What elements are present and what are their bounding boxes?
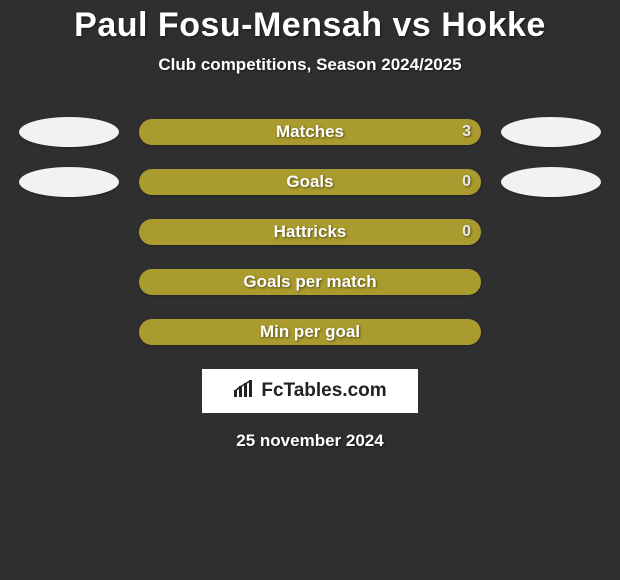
right-ellipse [501,167,601,197]
left-ellipse [19,117,119,147]
stat-label: Min per goal [139,319,481,345]
stat-row: Hattricks0 [0,217,620,247]
stat-bar: Goals per match [139,269,481,295]
stat-label: Hattricks [139,219,481,245]
logo-text: FcTables.com [261,380,386,402]
stat-rows: Matches3Goals0Hattricks0Goals per matchM… [0,117,620,347]
stat-row: Min per goal [0,317,620,347]
logo-box: FcTables.com [202,369,418,413]
stat-value-right: 0 [462,219,471,245]
date-text: 25 november 2024 [236,431,383,451]
left-ellipse [19,167,119,197]
stat-row: Goals per match [0,267,620,297]
stat-bar: Goals0 [139,169,481,195]
stat-row: Matches3 [0,117,620,147]
stat-value-right: 3 [462,119,471,145]
page-title: Paul Fosu-Mensah vs Hokke [74,6,546,45]
stat-row: Goals0 [0,167,620,197]
stat-bar: Min per goal [139,319,481,345]
stat-value-right: 0 [462,169,471,195]
stat-label: Goals [139,169,481,195]
stat-bar: Hattricks0 [139,219,481,245]
right-ellipse [501,117,601,147]
content: Paul Fosu-Mensah vs Hokke Club competiti… [0,0,620,580]
stat-label: Goals per match [139,269,481,295]
logo-chart-icon [233,380,255,403]
stat-bar: Matches3 [139,119,481,145]
page-subtitle: Club competitions, Season 2024/2025 [158,55,461,75]
stat-label: Matches [139,119,481,145]
